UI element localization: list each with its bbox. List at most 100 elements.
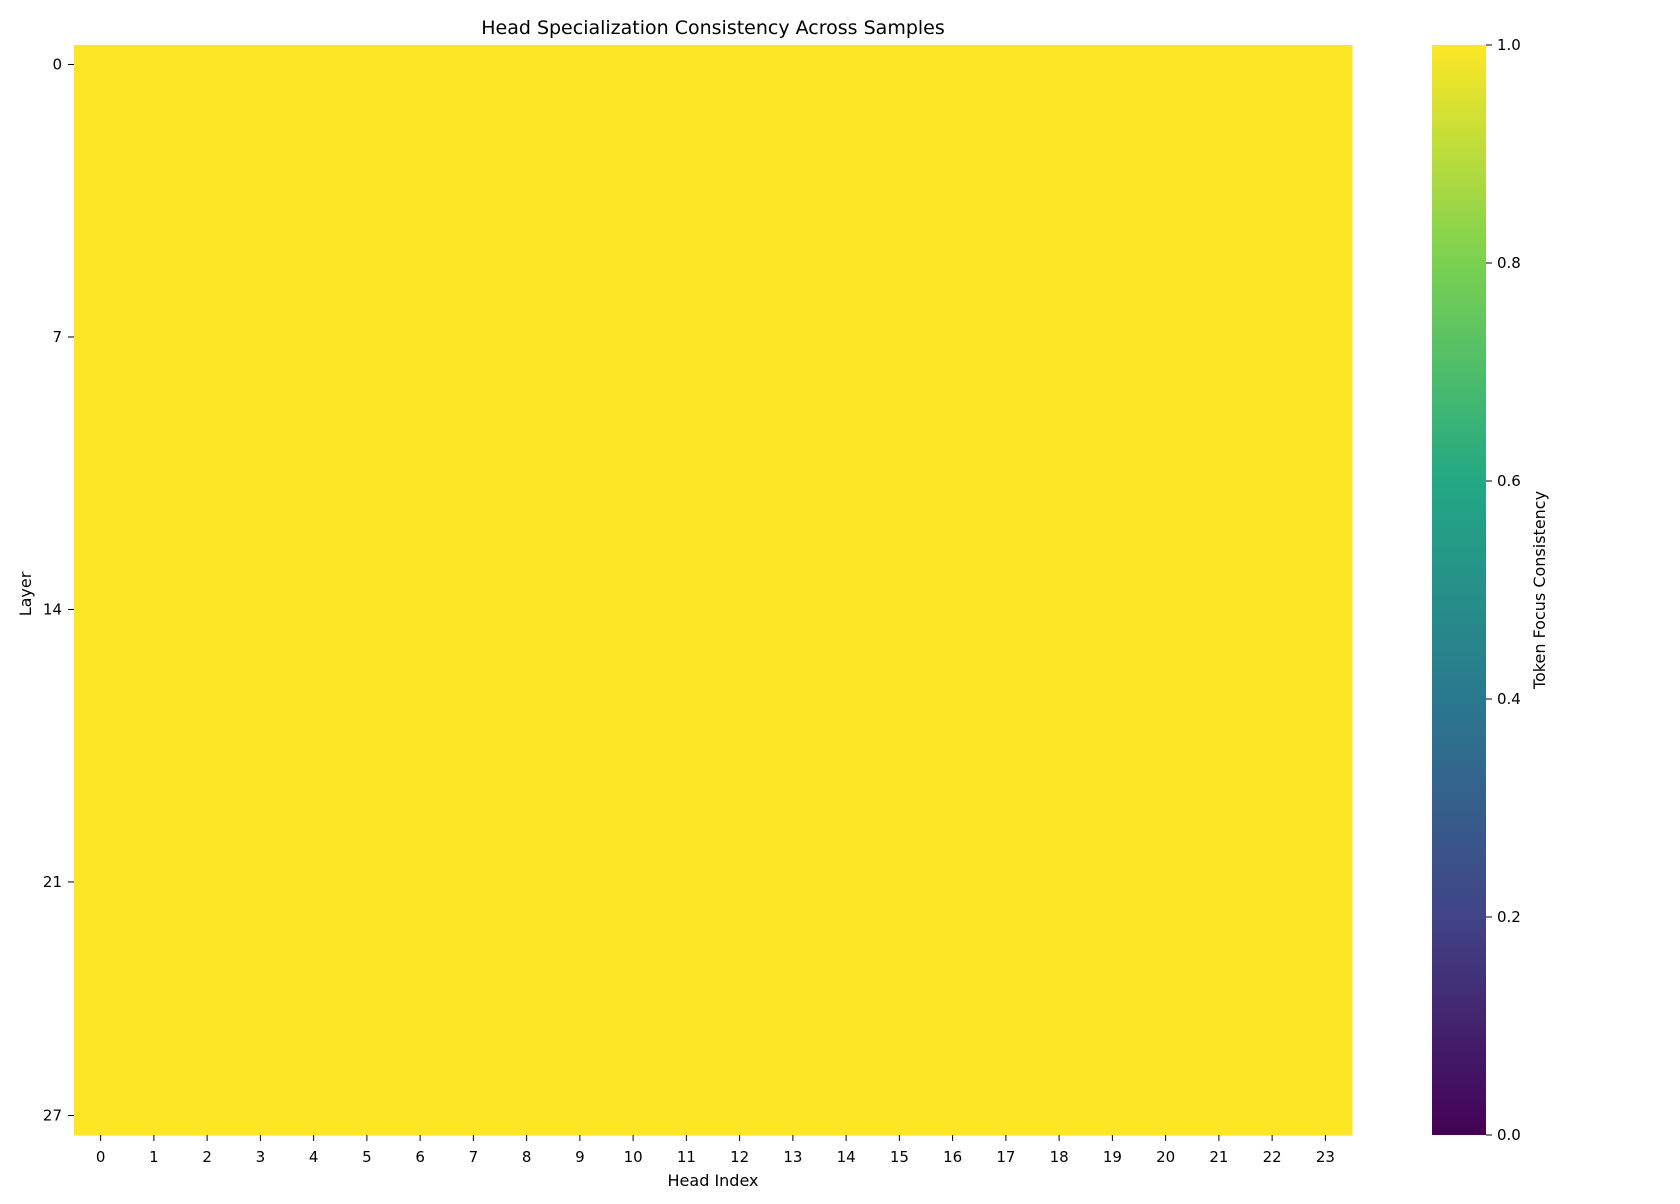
heatmap-cell bbox=[1192, 512, 1247, 552]
heatmap-cell bbox=[1139, 356, 1193, 396]
heatmap-cell bbox=[766, 45, 821, 85]
heatmap-cell bbox=[1085, 278, 1140, 319]
heatmap-cell bbox=[606, 356, 661, 396]
heatmap-cell bbox=[1032, 317, 1087, 358]
heatmap-cell bbox=[553, 512, 608, 552]
heatmap-cell bbox=[819, 979, 874, 1019]
heatmap-cell bbox=[446, 122, 501, 163]
heatmap-cell bbox=[819, 1057, 874, 1097]
heatmap-cell bbox=[127, 706, 182, 747]
heatmap-cell bbox=[500, 278, 554, 319]
heatmap-cell bbox=[926, 784, 980, 825]
heatmap-cell bbox=[393, 161, 448, 202]
heatmap-cell bbox=[340, 122, 395, 163]
heatmap-cell bbox=[979, 979, 1034, 1019]
heatmap-cell bbox=[233, 512, 288, 552]
heatmap-cell bbox=[74, 512, 128, 552]
heatmap-cell bbox=[819, 317, 874, 358]
heatmap-cell bbox=[1245, 745, 1300, 786]
x-tick-label: 4 bbox=[309, 1148, 319, 1166]
heatmap-cell bbox=[233, 745, 288, 786]
heatmap-cell bbox=[180, 278, 235, 319]
x-tick-label: 9 bbox=[575, 1148, 585, 1166]
heatmap-cell bbox=[659, 745, 714, 786]
colorbar-tick-label: 0.8 bbox=[1497, 254, 1521, 272]
heatmap-cell bbox=[659, 862, 714, 903]
heatmap-cell bbox=[553, 979, 608, 1019]
heatmap-cell bbox=[500, 83, 554, 124]
heatmap-cell bbox=[446, 395, 501, 435]
x-tick-label: 5 bbox=[362, 1148, 372, 1166]
heatmap-cell bbox=[393, 745, 448, 786]
heatmap-cell bbox=[979, 1018, 1034, 1058]
heatmap-cell bbox=[393, 590, 448, 630]
heatmap-cell bbox=[500, 1018, 554, 1058]
colorbar-tick-label: 0.6 bbox=[1497, 472, 1521, 490]
x-tick-label: 18 bbox=[1050, 1148, 1069, 1166]
heatmap-cell bbox=[606, 317, 661, 358]
heatmap-cell bbox=[287, 161, 341, 202]
heatmap-cell bbox=[340, 395, 395, 435]
heatmap-cell bbox=[1192, 161, 1247, 202]
heatmap-cell bbox=[819, 706, 874, 747]
heatmap-cell bbox=[1298, 590, 1353, 630]
heatmap-cell bbox=[872, 590, 927, 630]
heatmap-cell bbox=[1139, 940, 1193, 980]
heatmap-cell bbox=[713, 1096, 767, 1136]
heatmap-cell bbox=[287, 473, 341, 513]
heatmap-cell bbox=[1032, 1018, 1087, 1058]
heatmap-cell bbox=[819, 239, 874, 280]
heatmap-cell bbox=[1085, 628, 1140, 669]
heatmap-cell bbox=[180, 512, 235, 552]
heatmap-cell bbox=[1298, 317, 1353, 358]
heatmap-cell bbox=[1245, 161, 1300, 202]
heatmap-cell bbox=[872, 200, 927, 241]
heatmap-cell bbox=[287, 239, 341, 280]
heatmap-cell bbox=[393, 823, 448, 864]
heatmap-cell bbox=[659, 901, 714, 941]
heatmap-cell bbox=[1085, 901, 1140, 941]
heatmap-cell bbox=[819, 473, 874, 513]
heatmap-cell bbox=[340, 590, 395, 630]
heatmap-cell bbox=[1139, 628, 1193, 669]
heatmap-cell bbox=[926, 628, 980, 669]
heatmap-cell bbox=[766, 745, 821, 786]
heatmap-cell bbox=[74, 551, 128, 591]
colorbar-tick-label: 1.0 bbox=[1497, 36, 1521, 54]
heatmap-cell bbox=[659, 706, 714, 747]
heatmap-cell bbox=[127, 862, 182, 903]
heatmap-cell bbox=[926, 901, 980, 941]
heatmap-cell bbox=[340, 628, 395, 669]
heatmap-cell bbox=[979, 590, 1034, 630]
heatmap-cell bbox=[659, 823, 714, 864]
heatmap-cell bbox=[926, 45, 980, 85]
heatmap-cell bbox=[233, 979, 288, 1019]
heatmap-cell bbox=[1192, 434, 1247, 474]
heatmap-cell bbox=[1032, 628, 1087, 669]
heatmap-cell bbox=[180, 940, 235, 980]
heatmap-cell bbox=[766, 1018, 821, 1058]
heatmap-cell bbox=[127, 628, 182, 669]
heatmap-cell bbox=[1245, 1057, 1300, 1097]
heatmap-cell bbox=[713, 1018, 767, 1058]
heatmap-cell bbox=[819, 200, 874, 241]
heatmap-cell bbox=[74, 83, 128, 124]
heatmap-cell bbox=[74, 395, 128, 435]
heatmap-cell bbox=[606, 200, 661, 241]
heatmap-cell bbox=[393, 356, 448, 396]
heatmap-cell bbox=[287, 551, 341, 591]
heatmap-cell bbox=[127, 473, 182, 513]
heatmap-cell bbox=[393, 395, 448, 435]
heatmap-cell bbox=[979, 512, 1034, 552]
heatmap-cell bbox=[606, 979, 661, 1019]
heatmap-cell bbox=[287, 979, 341, 1019]
heatmap-cell bbox=[713, 901, 767, 941]
heatmap-cell bbox=[446, 823, 501, 864]
heatmap-cell bbox=[340, 940, 395, 980]
heatmap-cell bbox=[340, 706, 395, 747]
heatmap-cell bbox=[766, 239, 821, 280]
heatmap-cell bbox=[1298, 473, 1353, 513]
heatmap-cell bbox=[553, 395, 608, 435]
heatmap-cell bbox=[553, 901, 608, 941]
heatmap-cell bbox=[1085, 356, 1140, 396]
